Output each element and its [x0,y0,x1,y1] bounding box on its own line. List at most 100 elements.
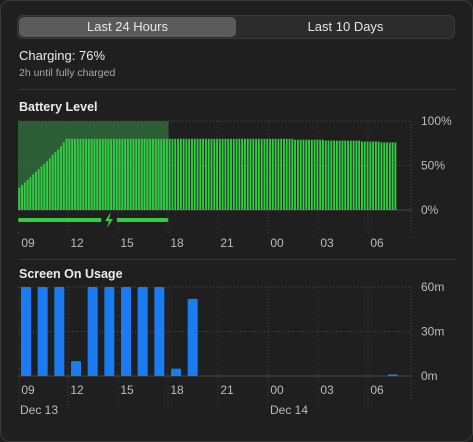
battery-bar [188,138,191,210]
battery-bar [377,141,380,210]
divider [19,259,456,260]
battery-bar [140,138,143,210]
battery-bar [138,138,140,210]
battery-bar [191,138,193,210]
battery-bar [177,138,179,210]
battery-bar [115,138,118,210]
battery-bar [230,138,232,210]
battery-bar [171,138,174,210]
battery-bar [126,138,129,210]
battery-bar [243,138,246,210]
x-tick-label: 21 [220,383,234,397]
battery-bar [110,138,113,210]
battery-bar [358,140,361,210]
battery-bar [363,141,366,210]
tab-last-24-hours[interactable]: Last 24 Hours [19,17,236,37]
battery-bar [152,138,154,210]
x-tick-label: 09 [21,383,35,397]
battery-bar [374,141,377,210]
y-tick-label: 0m [421,369,438,383]
battery-bar [204,138,207,210]
battery-bar [90,138,93,210]
battery-bar [193,138,196,210]
battery-bar [46,161,49,210]
x-tick-label: 03 [320,236,334,250]
screen-on-usage-chart: 60m 30m 0m 09 12 15 18 21 00 03 06 Dec 13 Dec 14 [18,280,444,417]
battery-bar [32,174,35,210]
battery-bar [168,138,171,210]
battery-bar [333,140,336,210]
usage-bar [171,368,182,376]
battery-bar [202,138,205,210]
battery-bar [341,140,344,210]
battery-bar [369,141,372,210]
battery-bar [308,139,310,210]
y-tick-label: 30m [421,325,444,339]
battery-bar [249,138,252,210]
battery-bar [149,138,152,210]
usage-bar [21,287,31,376]
x-tick-label: 09 [21,236,35,250]
battery-bar [76,138,79,210]
date-label: Dec 13 [20,403,58,417]
battery-bar [23,182,26,210]
battery-bar [355,140,358,210]
lightning-bolt-icon [105,212,113,228]
x-tick-label: 18 [170,383,184,397]
battery-bar [143,138,146,210]
battery-bar [380,142,383,210]
battery-bar [199,138,202,210]
x-tick-label: 00 [270,383,284,397]
battery-bar [246,138,249,210]
tab-last-10-days[interactable]: Last 10 Days [307,19,384,34]
battery-bar [157,138,160,210]
battery-bar [82,138,85,210]
usage-bar [154,287,165,376]
battery-bar [266,138,269,210]
battery-bar [207,138,210,210]
battery-bar [352,140,355,210]
battery-bar [319,139,322,210]
battery-bar [324,140,327,210]
battery-bar [218,138,221,210]
usage-bar [54,287,65,376]
battery-bar [165,138,168,210]
x-tick-label: 18 [170,236,184,250]
battery-bar [213,138,216,210]
battery-bar [182,138,185,210]
battery-bar [146,138,149,210]
battery-bar [179,138,182,210]
battery-bar [129,138,132,210]
y-tick-label: 60m [421,280,444,294]
x-tick-label: 03 [320,383,334,397]
battery-level-chart: 100% 50% 0% 09 12 15 18 21 00 03 06 [18,114,452,250]
time-range-segmented-control: Last 24 Hours Last 10 Days [17,15,455,39]
battery-bar [29,177,32,210]
battery-bar [255,138,258,210]
battery-bar [154,138,157,210]
usage-bar [71,361,82,376]
battery-bar [174,138,177,210]
battery-bar [282,138,285,210]
usage-bar [104,287,115,376]
battery-bar [227,138,230,210]
battery-bar [34,171,37,210]
battery-bar [313,139,316,210]
usage-bar [387,374,398,376]
battery-bar [62,142,65,210]
battery-bar [391,142,394,210]
x-tick-label: 15 [120,236,134,250]
battery-bar [386,142,388,210]
battery-bar [327,140,330,210]
battery-bar [160,138,163,210]
charging-period-band [18,121,169,210]
usage-bar [137,287,148,376]
battery-bar [235,138,238,210]
x-tick-label: 12 [70,383,84,397]
battery-bar [252,138,255,210]
battery-bar [232,138,235,210]
battery-bar [196,138,199,210]
x-tick-label: 00 [270,236,284,250]
battery-bar [71,138,74,210]
